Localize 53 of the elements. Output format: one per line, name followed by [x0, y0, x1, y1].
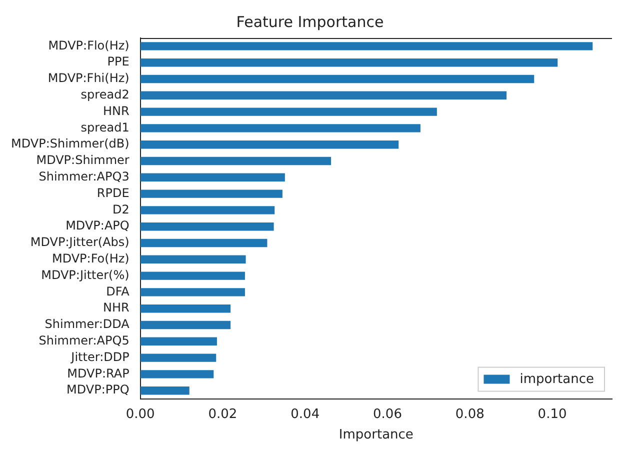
y-tick-label: spread1: [80, 120, 130, 134]
y-tick-label: MDVP:Jitter(%): [41, 268, 130, 282]
y-tick-label: HNR: [102, 104, 130, 118]
y-tick-label: MDVP:RAP: [67, 366, 130, 380]
bar: [140, 288, 245, 296]
y-tick-label: Jitter:DDP: [70, 350, 130, 364]
bar: [140, 272, 245, 280]
x-tick-label: 0.08: [455, 406, 484, 422]
bar: [140, 124, 420, 132]
bar: [140, 74, 534, 84]
bar: [140, 156, 332, 166]
bar: [140, 304, 231, 313]
y-tick-label: MDVP:Fo(Hz): [52, 252, 130, 266]
y-tick-label: MDVP:Fhi(Hz): [48, 71, 130, 86]
y-tick-label: DFA: [106, 284, 130, 298]
bar: [140, 370, 214, 378]
x-axis-title: Importance: [338, 428, 414, 443]
y-tick-label: MDVP:Shimmer: [36, 153, 130, 168]
x-tick-label: 0.10: [538, 406, 567, 422]
bar: [140, 58, 558, 67]
y-tick-label: PPE: [107, 54, 130, 69]
y-tick-label: D2: [112, 202, 130, 216]
bar: [140, 222, 274, 231]
x-tick-label: 0.04: [290, 406, 320, 422]
bar: [140, 386, 190, 395]
y-tick-label: RPDE: [96, 186, 130, 200]
y-tick-label: Shimmer:DDA: [44, 317, 130, 332]
bar: [140, 140, 399, 149]
bar: [140, 108, 437, 116]
y-tick-label: MDVP:Jitter(Abs): [30, 235, 130, 250]
y-tick-label: NHR: [102, 300, 130, 315]
bar: [140, 238, 268, 248]
y-tick-label: Shimmer:APQ5: [38, 334, 130, 348]
y-tick-label: spread2: [80, 88, 130, 102]
bar: [140, 337, 217, 346]
x-tick-label: 0.02: [208, 406, 238, 422]
y-tick-label: MDVP:Flo(Hz): [48, 38, 130, 52]
legend-label: importance: [520, 372, 594, 388]
y-tick-label: MDVP:Shimmer(dB): [10, 136, 130, 151]
bar: [140, 320, 231, 330]
bar: [140, 91, 507, 100]
bar: [140, 206, 275, 214]
bar: [140, 190, 282, 198]
bar: [140, 255, 246, 264]
bar: [140, 354, 216, 362]
bar: [140, 173, 285, 182]
chart-title: Feature Importance: [236, 12, 384, 31]
bar: [140, 42, 593, 50]
x-tick-label: 0.00: [126, 406, 155, 422]
x-tick-label: 0.06: [373, 406, 402, 422]
y-tick-label: MDVP:PPQ: [66, 382, 130, 397]
y-tick-label: Shimmer:APQ3: [38, 170, 130, 184]
y-tick-label: MDVP:APQ: [66, 218, 130, 233]
